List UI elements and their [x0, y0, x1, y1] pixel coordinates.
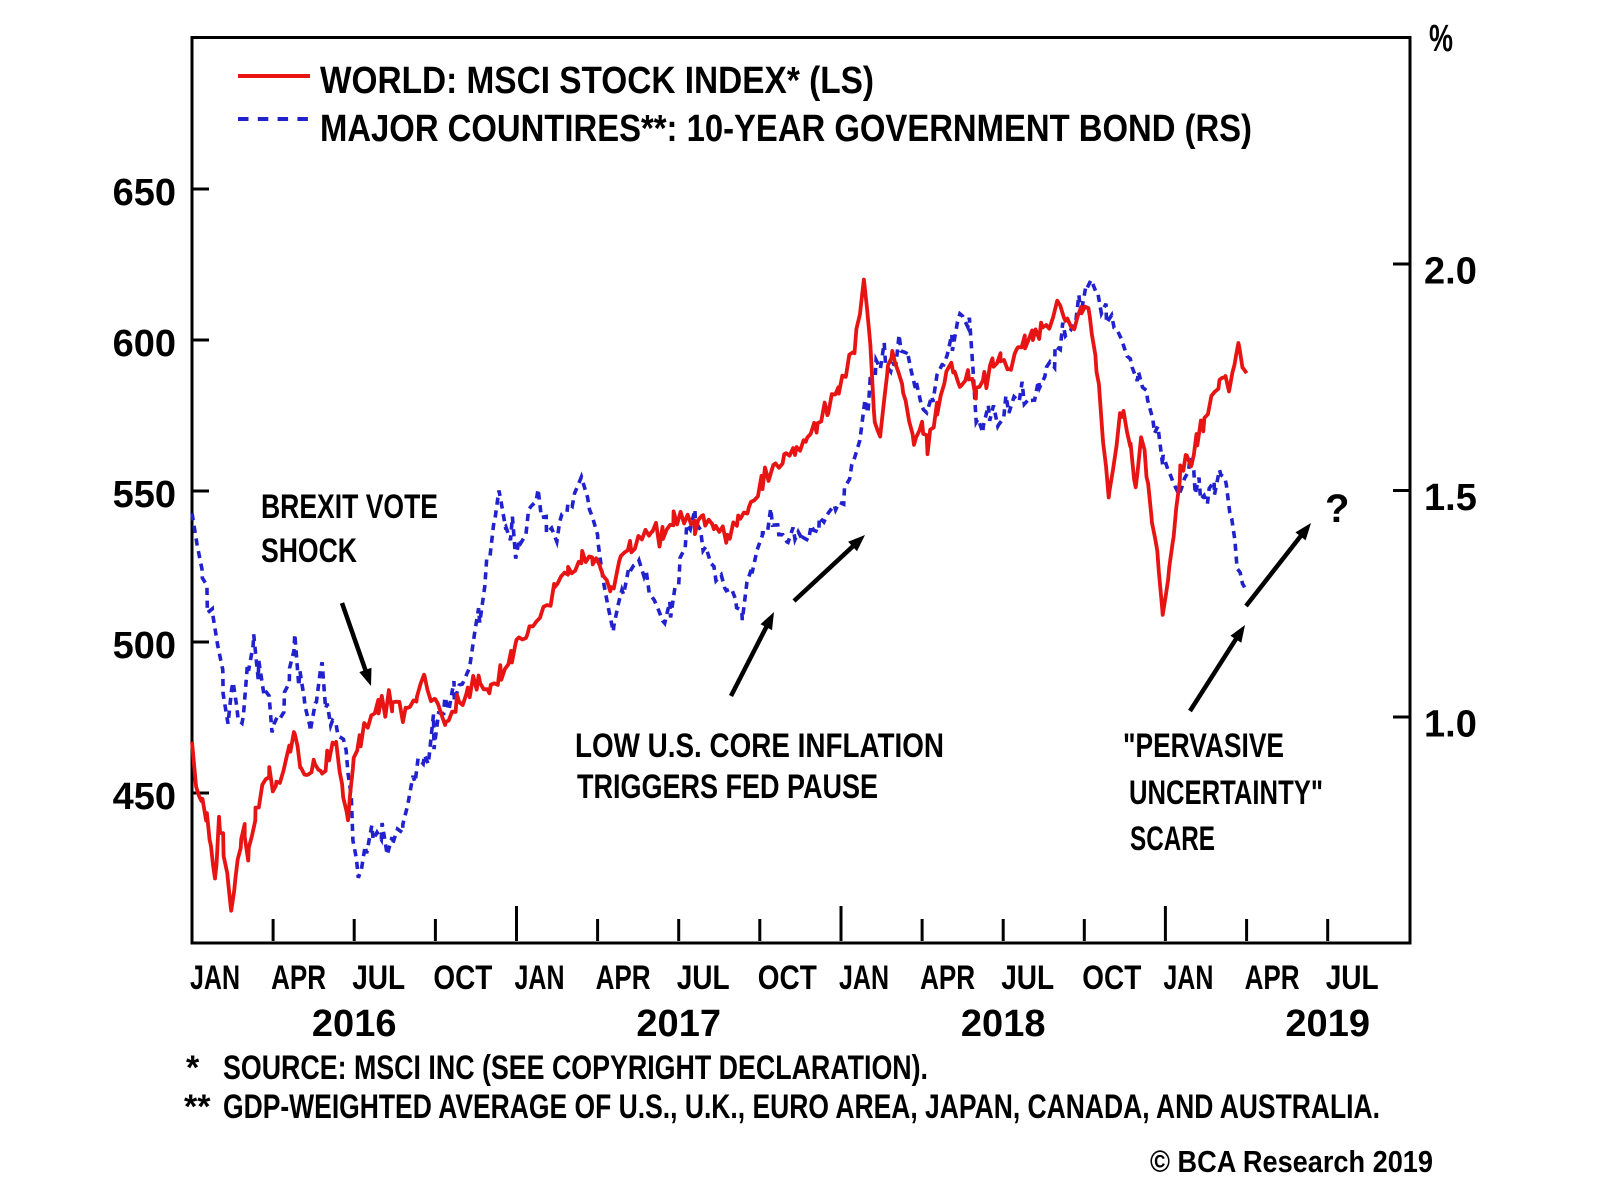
svg-text:SCARE: SCARE — [1130, 820, 1215, 858]
svg-text:JAN: JAN — [839, 959, 889, 997]
svg-text:550: 550 — [113, 474, 176, 516]
svg-text:%: % — [1429, 18, 1453, 60]
svg-text:GDP-WEIGHTED AVERAGE OF U.S.,: GDP-WEIGHTED AVERAGE OF U.S., U.K., EURO… — [223, 1088, 1380, 1126]
svg-text:*: * — [186, 1049, 200, 1087]
svg-text:?: ? — [1325, 487, 1349, 531]
svg-text:2018: 2018 — [961, 1003, 1046, 1045]
svg-text:"PERVASIVE: "PERVASIVE — [1123, 727, 1284, 765]
svg-text:2.0: 2.0 — [1424, 251, 1477, 293]
svg-text:WORLD: MSCI STOCK INDEX* (LS): WORLD: MSCI STOCK INDEX* (LS) — [320, 60, 874, 102]
svg-text:2016: 2016 — [312, 1003, 397, 1045]
svg-text:650: 650 — [113, 172, 176, 214]
svg-text:UNCERTAINTY": UNCERTAINTY" — [1129, 774, 1323, 812]
svg-text:© BCA Research 2019: © BCA Research 2019 — [1150, 1144, 1433, 1179]
svg-text:2017: 2017 — [636, 1003, 721, 1045]
svg-text:APR: APR — [1245, 959, 1300, 997]
svg-text:MAJOR COUNTIRES**: 10-YEAR GOV: MAJOR COUNTIRES**: 10-YEAR GOVERNMENT BO… — [320, 108, 1252, 150]
svg-text:JAN: JAN — [515, 959, 565, 997]
svg-text:600: 600 — [113, 323, 176, 365]
svg-text:1.5: 1.5 — [1424, 477, 1477, 519]
svg-text:500: 500 — [113, 625, 176, 667]
svg-text:APR: APR — [271, 959, 326, 997]
svg-text:2019: 2019 — [1285, 1003, 1370, 1045]
svg-text:450: 450 — [113, 776, 176, 818]
svg-text:JAN: JAN — [190, 959, 240, 997]
svg-text:APR: APR — [920, 959, 975, 997]
svg-text:OCT: OCT — [433, 959, 492, 997]
svg-text:JUL: JUL — [1326, 959, 1379, 997]
svg-text:1.0: 1.0 — [1424, 704, 1477, 746]
svg-text:SOURCE: MSCI INC (SEE COPYRIGH: SOURCE: MSCI INC (SEE COPYRIGHT DECLARAT… — [223, 1049, 928, 1087]
svg-text:SHOCK: SHOCK — [261, 532, 357, 570]
svg-text:APR: APR — [596, 959, 651, 997]
svg-text:JUL: JUL — [352, 959, 405, 997]
svg-text:JUL: JUL — [1001, 959, 1054, 997]
svg-text:JAN: JAN — [1163, 959, 1213, 997]
svg-text:OCT: OCT — [1082, 959, 1141, 997]
svg-text:JUL: JUL — [677, 959, 730, 997]
svg-text:OCT: OCT — [758, 959, 817, 997]
svg-text:LOW U.S. CORE INFLATION: LOW U.S. CORE INFLATION — [575, 727, 944, 765]
svg-text:BREXIT VOTE: BREXIT VOTE — [261, 488, 438, 526]
svg-text:TRIGGERS FED PAUSE: TRIGGERS FED PAUSE — [577, 768, 878, 806]
svg-text:**: ** — [184, 1088, 211, 1126]
